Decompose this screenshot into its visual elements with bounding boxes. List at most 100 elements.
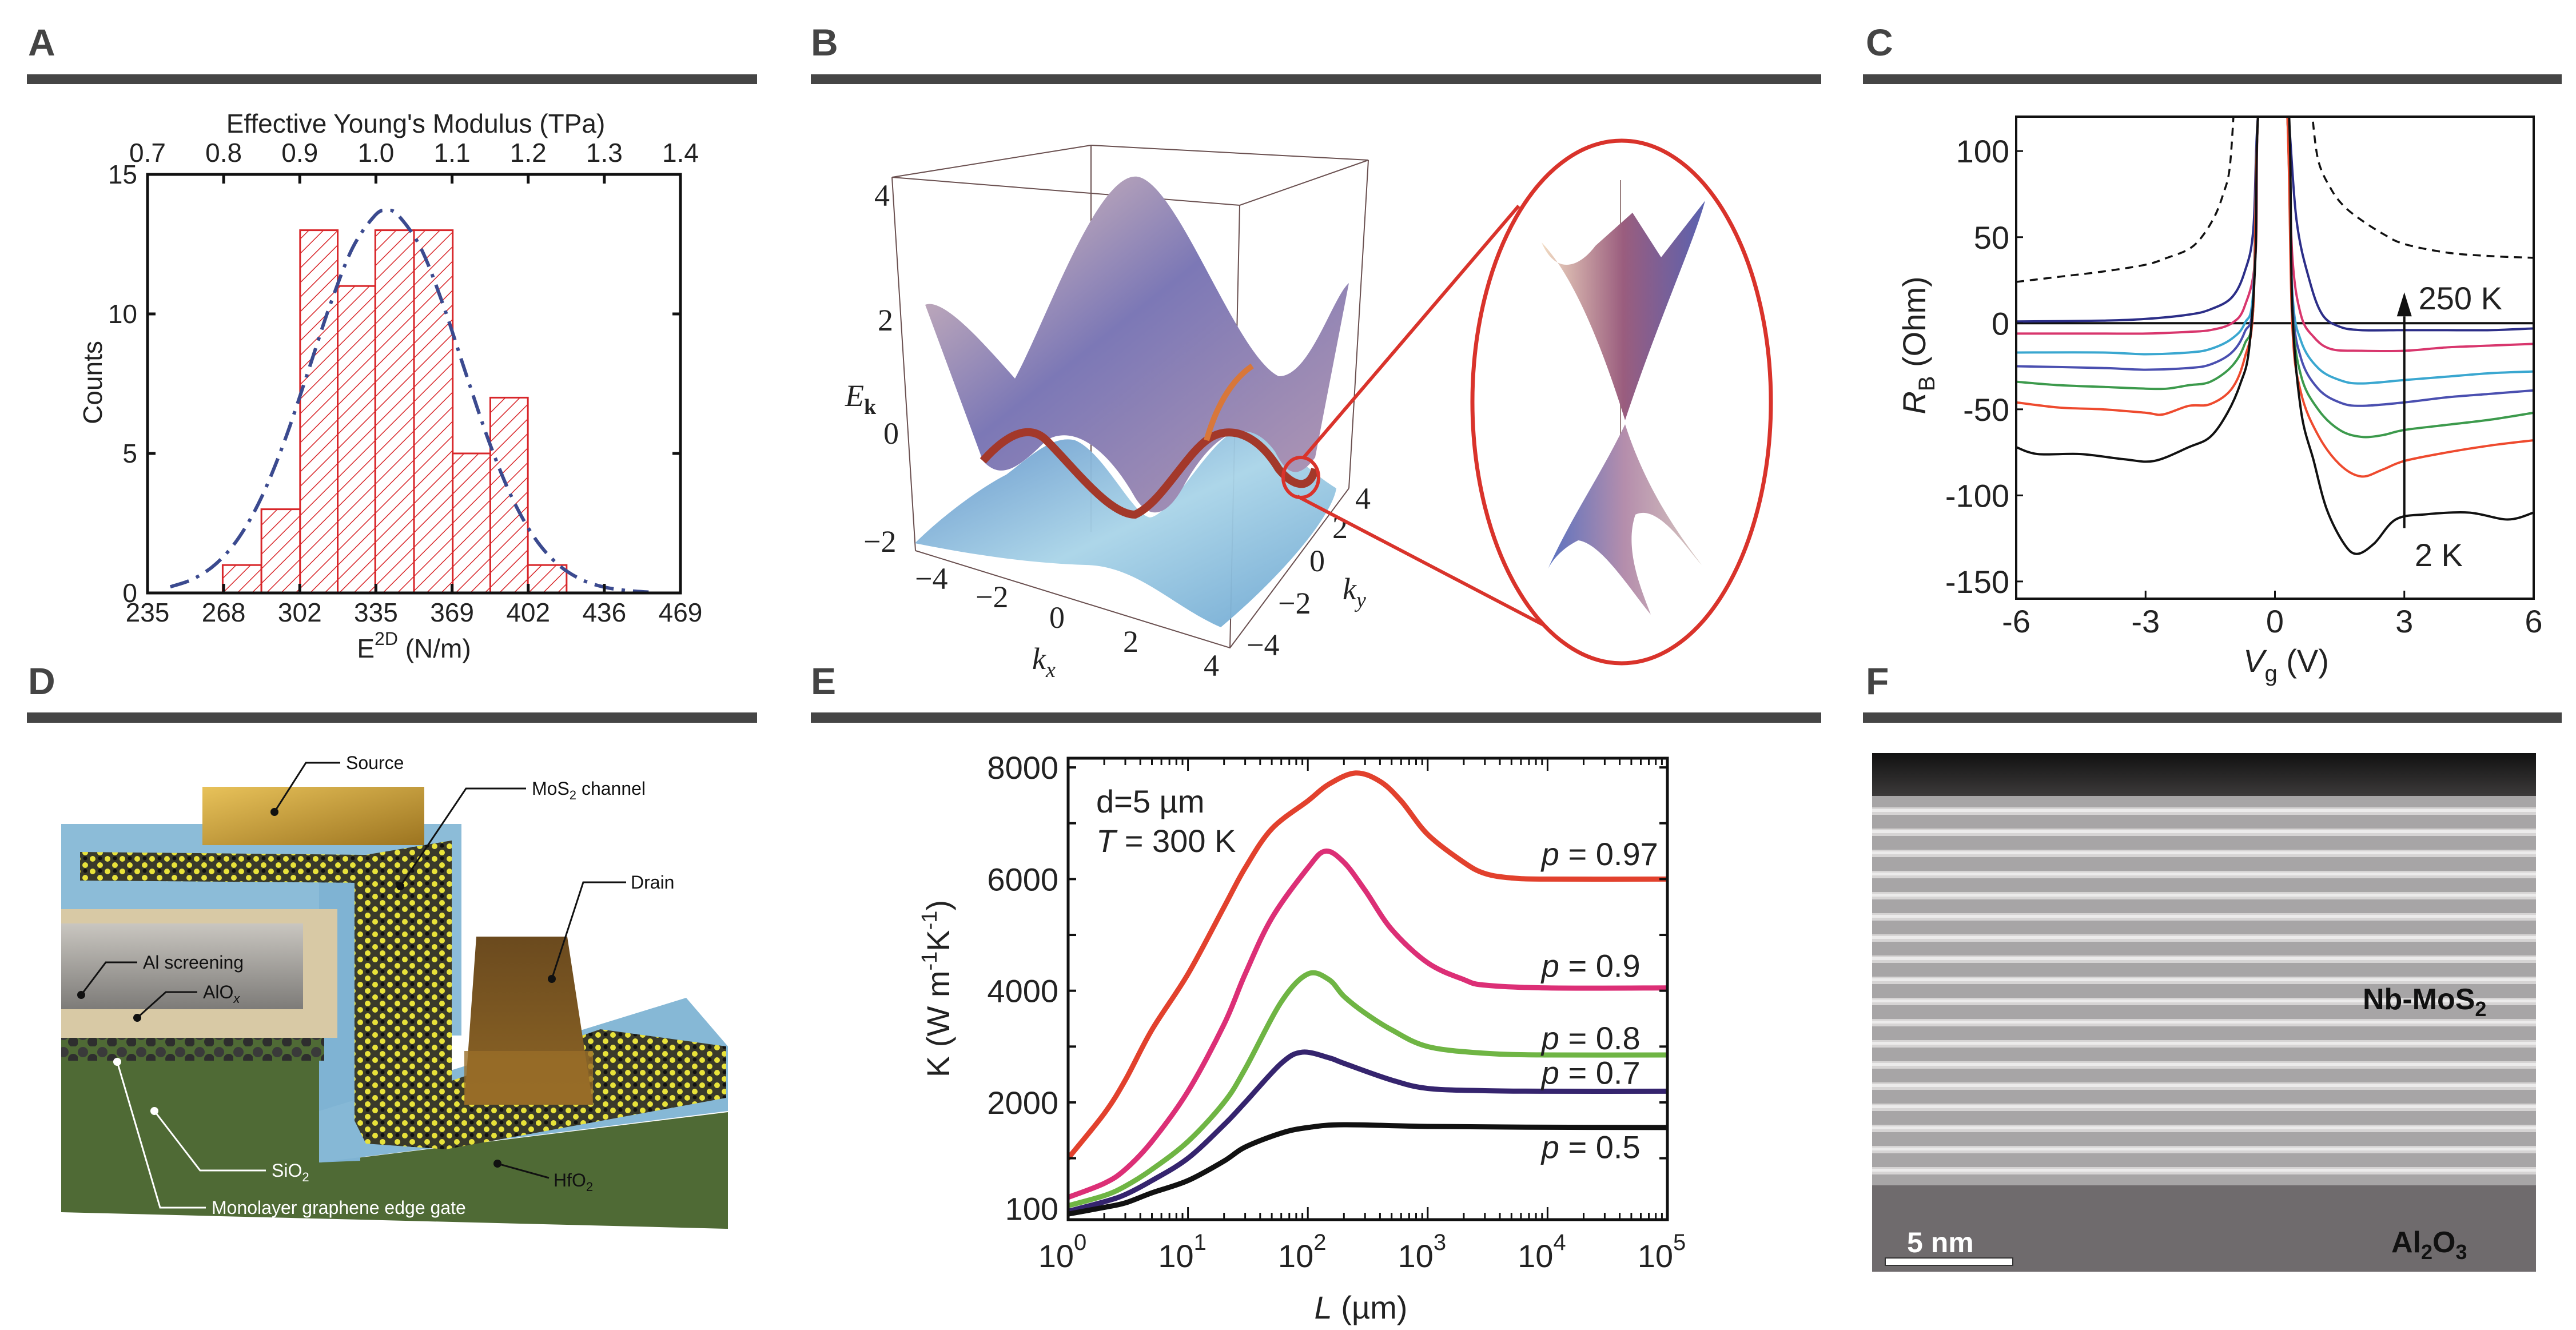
panel-label-f: F <box>1866 660 1889 702</box>
y-tick-label: 10 <box>108 299 137 329</box>
hfo2-label: HfO2 <box>554 1170 593 1194</box>
plot-frame <box>2015 116 2535 600</box>
gaussian-fit-curve <box>169 209 649 594</box>
sio2-label: SiO2 <box>272 1160 309 1184</box>
series-label: p = 0.8 <box>1540 1020 1641 1056</box>
y-tick-label: -150 <box>1945 564 2009 600</box>
series-label: p = 0.7 <box>1540 1055 1641 1091</box>
panel-label-c: C <box>1866 21 1893 63</box>
plot-area <box>1068 770 1667 1217</box>
x-tick-label: 102 <box>1278 1230 1327 1274</box>
y-tick-label: -50 <box>1963 392 2009 428</box>
histogram-bar <box>452 452 491 594</box>
x-tick-label: 0 <box>2266 603 2284 639</box>
x-tick-label: 101 <box>1158 1230 1207 1274</box>
leader-lines-white <box>116 1061 266 1209</box>
x-tick-label: 268 <box>202 598 246 627</box>
x-tick-label: 100 <box>1038 1230 1087 1274</box>
source-electrode <box>202 787 424 845</box>
drain-label: Drain <box>631 872 674 893</box>
ky-axis-label: ky <box>1343 572 1366 612</box>
z-axis-label: Ek <box>845 379 877 419</box>
y-axis-title: K (W m-1K-1) <box>918 900 956 1077</box>
panel-rule-c <box>1863 74 2562 84</box>
panel-rule-f <box>1863 712 2562 723</box>
graphene-gate-label: Monolayer graphene edge gate <box>212 1197 466 1218</box>
thermal-conductivity-chart: L (µm) K (W m-1K-1) d=5 µm T = 300 K p =… <box>918 750 1686 1325</box>
panel-rule-a <box>27 74 757 84</box>
resistance-curve <box>2016 117 2534 555</box>
al-screening-layer <box>61 923 303 1009</box>
histogram-bar <box>413 229 454 594</box>
dashed-curve <box>2311 117 2534 259</box>
x-tick-label: 436 <box>582 598 626 627</box>
panel-label-a: A <box>28 21 55 63</box>
y-tick-label: 50 <box>1974 220 2009 256</box>
device-schematic: Source MoS2 channel Drain Al screening A… <box>61 752 728 1229</box>
x-tick-label: 402 <box>506 598 550 627</box>
svg-text:−2: −2 <box>863 524 896 559</box>
film-label: Nb-MoS2 <box>2363 983 2486 1021</box>
x-tick-label: 103 <box>1398 1230 1447 1274</box>
x-tick-label: 469 <box>659 598 703 627</box>
plot-area <box>2016 117 2534 555</box>
channel-label: MoS2 channel <box>532 778 646 802</box>
y-tick-label: 15 <box>108 160 137 189</box>
y-tick-label: 6000 <box>987 861 1058 897</box>
svg-text:−2: −2 <box>1278 586 1311 620</box>
svg-text:0: 0 <box>1049 600 1065 635</box>
alox-label: AlOx <box>203 982 240 1006</box>
y-axis-title: RB (Ohm) <box>1896 276 1940 414</box>
x-axis-title: E2D (N/m) <box>357 628 471 663</box>
zoom-line-top <box>1302 205 1520 459</box>
series-label: p = 0.9 <box>1540 947 1641 983</box>
al-screening-label: Al screening <box>143 952 244 973</box>
conductivity-curve <box>1068 848 1667 1200</box>
x-tick-label: 302 <box>278 598 322 627</box>
top-x-tick-label: 1.2 <box>510 138 547 168</box>
y-axis-title: Counts <box>78 341 108 424</box>
top-x-tick-label: 1.0 <box>357 138 394 168</box>
histogram-bar <box>337 285 376 594</box>
lower-dirac-cone <box>1548 424 1702 615</box>
band-edge-ridge <box>980 428 1319 519</box>
mos2-wall <box>355 841 452 1121</box>
x-tick-label: -3 <box>2131 603 2160 639</box>
lower-band-surface <box>915 429 1336 627</box>
upper-band-surface <box>925 176 1349 513</box>
scale-bar <box>1885 1257 2013 1266</box>
al2o3-band <box>1872 1185 2536 1272</box>
z-axis-ticks: 4 2 0 −2 <box>863 178 899 559</box>
histogram-chart: Effective Young's Modulus (TPa) E2D (N/m… <box>78 109 702 663</box>
svg-text:4: 4 <box>1204 648 1219 683</box>
x-tick-label: 369 <box>430 598 474 627</box>
top-x-tick-label: 0.7 <box>129 138 166 168</box>
top-dark-band <box>1872 753 2536 796</box>
band-structure-plot: 4 2 0 −2 Ek −4 −2 0 2 4 kx 4 2 0 −2 −4 k… <box>845 138 1773 683</box>
y-tick-label: 0 <box>1992 305 2009 341</box>
resistance-curve <box>2016 117 2534 353</box>
series-label: p = 0.97 <box>1540 836 1658 872</box>
svg-text:0: 0 <box>883 416 899 451</box>
tem-image: Nb-MoS2 Al2O3 5 nm <box>1872 753 2536 1272</box>
y-tick-label: 8000 <box>987 750 1058 786</box>
conductivity-curve <box>1068 770 1667 1161</box>
svg-text:4: 4 <box>874 178 890 213</box>
x-tick-label: 3 <box>2395 603 2413 639</box>
conductivity-curve <box>1068 1049 1667 1214</box>
panel-label-b: B <box>811 21 838 63</box>
y-tick-label: 4000 <box>987 973 1058 1009</box>
series-label: p = 0.5 <box>1540 1129 1641 1165</box>
conductivity-curve <box>1068 970 1667 1209</box>
panel-rule-e <box>811 712 1821 723</box>
svg-text:−4: −4 <box>915 562 947 596</box>
conductivity-curve <box>1068 1122 1667 1217</box>
thickness-annotation: d=5 µm <box>1096 783 1204 819</box>
temperature-annotation: T = 300 K <box>1096 823 1236 859</box>
kx-axis-label: kx <box>1032 642 1056 682</box>
svg-text:4: 4 <box>1355 481 1371 516</box>
y-tick-label: 100 <box>1956 133 2009 169</box>
svg-text:−2: −2 <box>976 580 1008 614</box>
x-tick-label: 104 <box>1518 1230 1566 1274</box>
panel-rule-d <box>27 712 757 723</box>
